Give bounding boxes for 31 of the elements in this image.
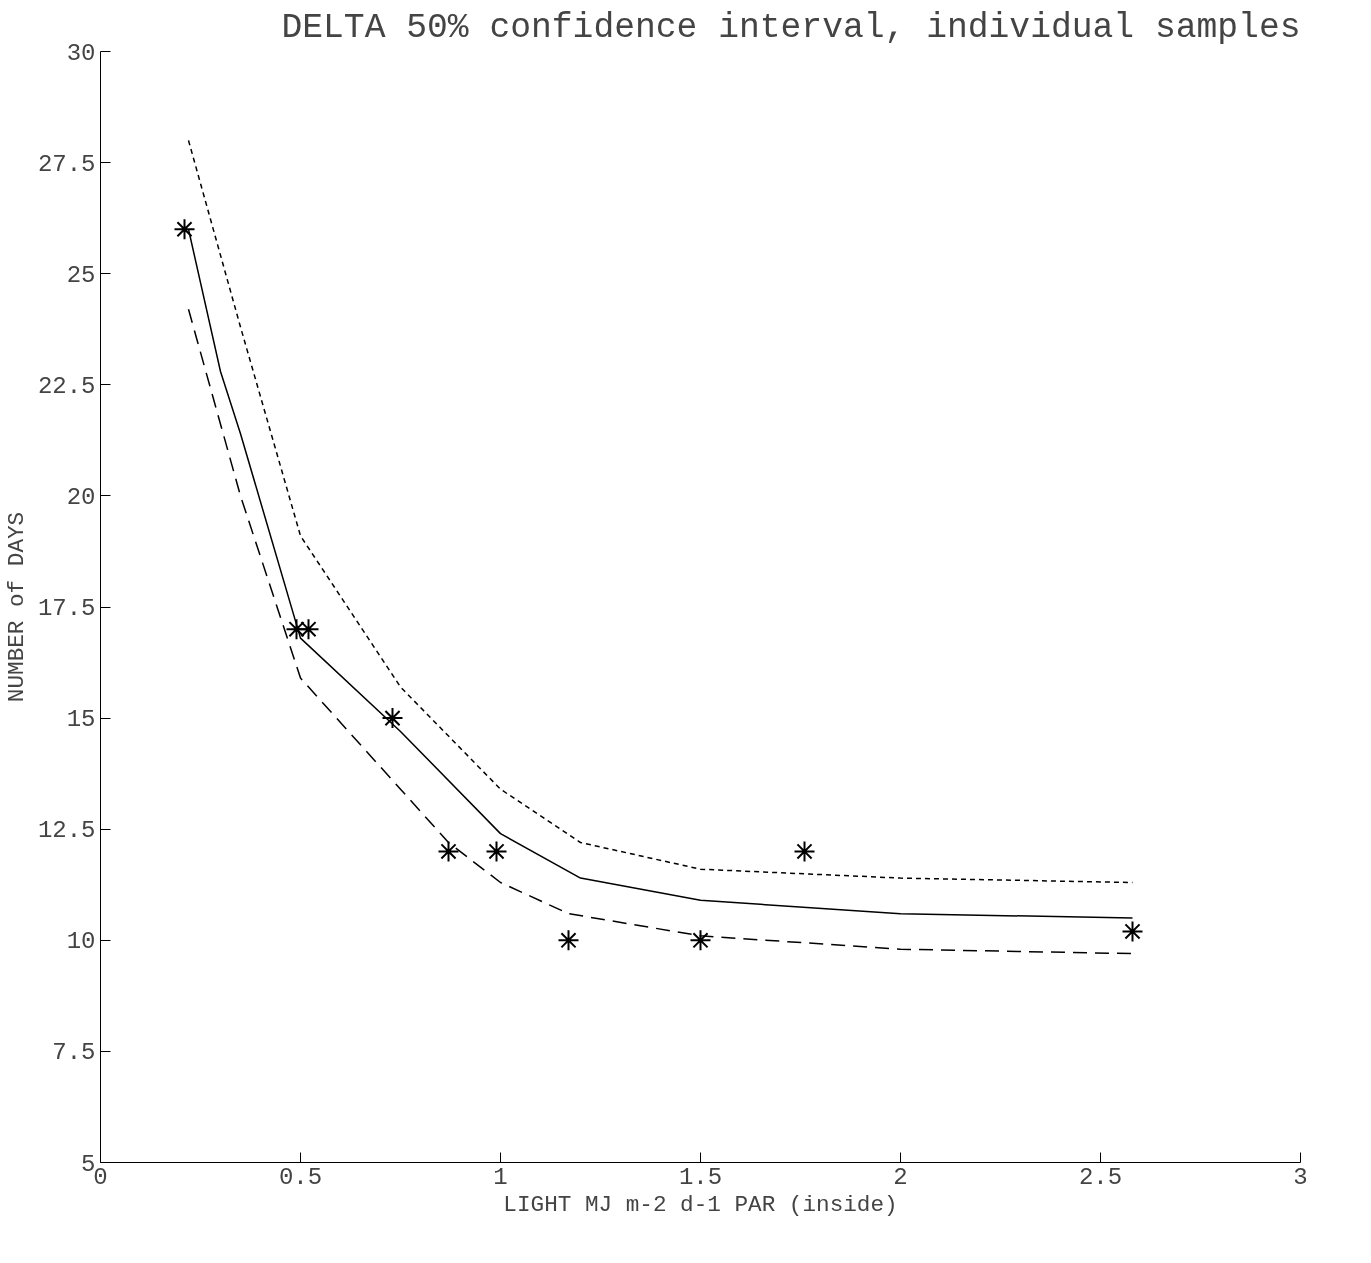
point	[557, 929, 580, 952]
x-tick-label: 0.5	[278, 1163, 323, 1191]
y-tick-label: 10	[66, 928, 96, 956]
y-tick-label: 22.5	[37, 372, 96, 400]
point	[381, 707, 404, 730]
y-tick-label: 15	[66, 706, 96, 734]
point	[1121, 920, 1144, 943]
point	[297, 618, 320, 641]
line-series	[187, 308, 1134, 955]
point	[173, 218, 196, 241]
point	[485, 840, 508, 863]
y-tick-label: 7.5	[52, 1039, 96, 1067]
y-tick-label: 30	[66, 39, 96, 67]
y-tick-label: 17.5	[37, 595, 96, 622]
x-tick-label: 2	[893, 1163, 908, 1191]
x-axis-title: LIGHT MJ m-2 d-1 PAR (inside)	[503, 1191, 898, 1218]
x-tick-label: 1	[493, 1163, 508, 1191]
y-tick-label: 25	[66, 261, 96, 289]
y-tick-label: 5	[81, 1150, 96, 1178]
point	[689, 929, 712, 952]
y-axis-title: NUMBER of DAYS	[3, 511, 30, 703]
y-tick-label: 20	[66, 483, 96, 511]
chart-title: DELTA 50% confidence interval, individual samples	[281, 7, 1301, 47]
y-tick-label: 12.5	[37, 817, 96, 845]
x-tick-label: 0	[93, 1163, 108, 1191]
x-tick-label: 1.5	[678, 1163, 723, 1191]
x-tick-label: 3	[1293, 1163, 1308, 1191]
point	[793, 840, 816, 863]
point	[437, 840, 460, 863]
x-tick-label: 2.5	[1078, 1163, 1123, 1191]
y-tick-label: 27.5	[37, 150, 96, 178]
